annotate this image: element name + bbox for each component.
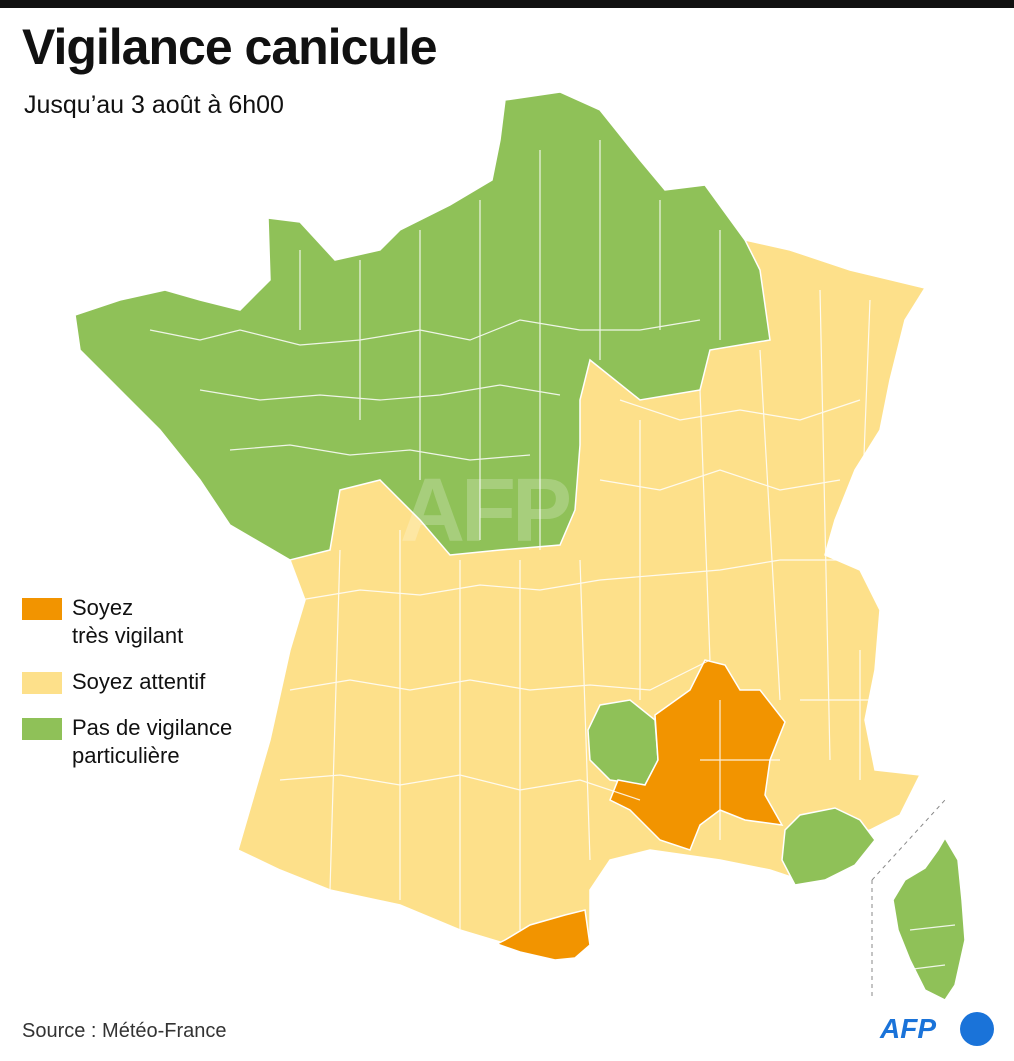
- afp-logo-dot: [960, 1012, 994, 1046]
- map-subtitle: Jusqu’au 3 août à 6h00: [24, 91, 284, 119]
- afp-watermark: AFP: [400, 461, 572, 561]
- region-green-corsica: [892, 836, 966, 1001]
- legend-label: Pas de vigilance particulière: [72, 715, 233, 768]
- legend-item-attentif: Soyez attentif: [22, 668, 232, 696]
- legend-swatch-yellow: [22, 672, 62, 694]
- region-green-var: [781, 807, 876, 886]
- legend-item-tres-vigilant: Soyez très vigilant: [22, 594, 232, 650]
- top-rule: [0, 0, 1014, 8]
- legend-swatch-green: [22, 718, 62, 740]
- corsica-inset-line: [871, 799, 946, 1000]
- legend-label: Soyez très vigilant: [72, 595, 184, 648]
- region-orange-pyrenees: [495, 909, 591, 961]
- region-orange-rhone: [609, 659, 786, 851]
- afp-logo: AFP: [880, 1010, 996, 1048]
- legend-item-pas-de-vigilance: Pas de vigilance particulière: [22, 714, 232, 770]
- region-green-north: [74, 91, 771, 561]
- source-credit: Source : Météo-France: [22, 1020, 227, 1042]
- department-borders: [149, 140, 956, 971]
- legend-swatch-orange: [22, 598, 62, 620]
- legend: Soyez très vigilant Soyez attentif Pas d…: [22, 594, 232, 788]
- afp-logo-text: AFP: [880, 1013, 936, 1044]
- legend-label: Soyez attentif: [72, 669, 206, 694]
- map-title: Vigilance canicule: [22, 19, 438, 75]
